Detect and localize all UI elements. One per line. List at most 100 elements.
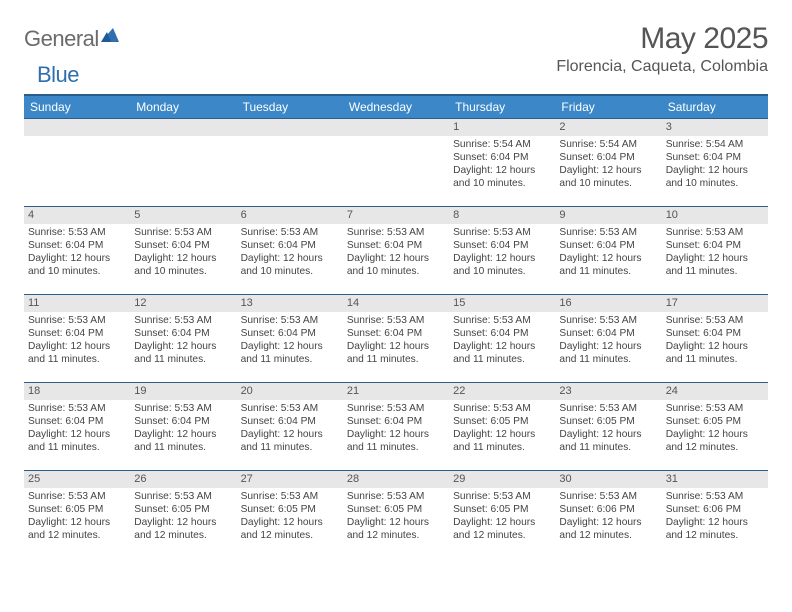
calendar-cell: 8 Sunrise: 5:53 AMSunset: 6:04 PMDaylight… [449, 207, 555, 295]
sunset-text: Sunset: 6:04 PM [666, 327, 764, 340]
day-number [130, 119, 236, 136]
daylight-text: Daylight: 12 hours and 11 minutes. [559, 428, 657, 454]
daylight-text: Daylight: 12 hours and 11 minutes. [666, 340, 764, 366]
sunrise-text: Sunrise: 5:53 AM [134, 226, 232, 239]
sunset-text: Sunset: 6:05 PM [347, 503, 445, 516]
day-details: Sunrise: 5:53 AMSunset: 6:04 PMDaylight:… [130, 400, 236, 458]
logo: General [24, 22, 119, 52]
day-number: 21 [343, 383, 449, 400]
daylight-text: Daylight: 12 hours and 12 minutes. [241, 516, 339, 542]
calendar-cell: 18Sunrise: 5:53 AMSunset: 6:04 PMDayligh… [24, 383, 130, 471]
sunrise-text: Sunrise: 5:53 AM [453, 490, 551, 503]
day-details: Sunrise: 5:53 AMSunset: 6:04 PMDaylight:… [24, 400, 130, 458]
calendar-cell: 21Sunrise: 5:53 AMSunset: 6:04 PMDayligh… [343, 383, 449, 471]
sunset-text: Sunset: 6:04 PM [347, 327, 445, 340]
day-details: Sunrise: 5:54 AMSunset: 6:04 PMDaylight:… [555, 136, 661, 194]
sunrise-text: Sunrise: 5:53 AM [666, 490, 764, 503]
daylight-text: Daylight: 12 hours and 11 minutes. [28, 428, 126, 454]
weekday-header: Tuesday [237, 95, 343, 119]
sunrise-text: Sunrise: 5:53 AM [453, 314, 551, 327]
day-details: Sunrise: 5:53 AMSunset: 6:04 PMDaylight:… [343, 312, 449, 370]
day-details: Sunrise: 5:53 AMSunset: 6:04 PMDaylight:… [555, 312, 661, 370]
day-number: 11 [24, 295, 130, 312]
daylight-text: Daylight: 12 hours and 10 minutes. [241, 252, 339, 278]
daylight-text: Daylight: 12 hours and 11 minutes. [134, 428, 232, 454]
logo-triangle-icon [101, 26, 119, 47]
day-number: 8 [449, 207, 555, 224]
sunrise-text: Sunrise: 5:53 AM [241, 226, 339, 239]
sunset-text: Sunset: 6:04 PM [28, 239, 126, 252]
day-details: Sunrise: 5:53 AMSunset: 6:04 PMDaylight:… [24, 224, 130, 282]
daylight-text: Daylight: 12 hours and 10 minutes. [453, 164, 551, 190]
title-block: May 2025 Florencia, Caqueta, Colombia [556, 22, 768, 76]
sunrise-text: Sunrise: 5:53 AM [134, 490, 232, 503]
sunset-text: Sunset: 6:04 PM [347, 415, 445, 428]
day-number: 20 [237, 383, 343, 400]
sunrise-text: Sunrise: 5:53 AM [453, 226, 551, 239]
calendar-cell: 14Sunrise: 5:53 AMSunset: 6:04 PMDayligh… [343, 295, 449, 383]
day-number: 15 [449, 295, 555, 312]
day-number: 13 [237, 295, 343, 312]
daylight-text: Daylight: 12 hours and 12 minutes. [134, 516, 232, 542]
sunset-text: Sunset: 6:05 PM [559, 415, 657, 428]
daylight-text: Daylight: 12 hours and 10 minutes. [453, 252, 551, 278]
day-details: Sunrise: 5:53 AMSunset: 6:05 PMDaylight:… [449, 488, 555, 546]
sunset-text: Sunset: 6:05 PM [666, 415, 764, 428]
sunset-text: Sunset: 6:05 PM [453, 503, 551, 516]
day-details: Sunrise: 5:53 AMSunset: 6:05 PMDaylight:… [449, 400, 555, 458]
calendar-week-row: 25Sunrise: 5:53 AMSunset: 6:05 PMDayligh… [24, 471, 768, 559]
day-details: Sunrise: 5:53 AMSunset: 6:05 PMDaylight:… [662, 400, 768, 458]
day-number: 25 [24, 471, 130, 488]
sunrise-text: Sunrise: 5:53 AM [241, 402, 339, 415]
weekday-header: Wednesday [343, 95, 449, 119]
weekday-header: Thursday [449, 95, 555, 119]
day-number: 26 [130, 471, 236, 488]
day-number: 27 [237, 471, 343, 488]
day-number: 16 [555, 295, 661, 312]
day-number: 7 [343, 207, 449, 224]
day-number: 14 [343, 295, 449, 312]
daylight-text: Daylight: 12 hours and 11 minutes. [666, 252, 764, 278]
calendar-cell [343, 119, 449, 207]
calendar-cell: 23Sunrise: 5:53 AMSunset: 6:05 PMDayligh… [555, 383, 661, 471]
sunrise-text: Sunrise: 5:53 AM [347, 226, 445, 239]
daylight-text: Daylight: 12 hours and 11 minutes. [241, 340, 339, 366]
sunset-text: Sunset: 6:04 PM [134, 415, 232, 428]
calendar-cell: 5Sunrise: 5:53 AMSunset: 6:04 PMDaylight… [130, 207, 236, 295]
sunset-text: Sunset: 6:05 PM [134, 503, 232, 516]
calendar-cell: 19Sunrise: 5:53 AMSunset: 6:04 PMDayligh… [130, 383, 236, 471]
daylight-text: Daylight: 12 hours and 10 minutes. [559, 164, 657, 190]
day-number: 1 [449, 119, 555, 136]
sunset-text: Sunset: 6:05 PM [28, 503, 126, 516]
day-number: 22 [449, 383, 555, 400]
daylight-text: Daylight: 12 hours and 10 minutes. [134, 252, 232, 278]
day-number: 30 [555, 471, 661, 488]
day-number: 3 [662, 119, 768, 136]
daylight-text: Daylight: 12 hours and 11 minutes. [134, 340, 232, 366]
daylight-text: Daylight: 12 hours and 11 minutes. [241, 428, 339, 454]
calendar-body: 1Sunrise: 5:54 AMSunset: 6:04 PMDaylight… [24, 119, 768, 559]
calendar-cell: 20Sunrise: 5:53 AMSunset: 6:04 PMDayligh… [237, 383, 343, 471]
daylight-text: Daylight: 12 hours and 11 minutes. [453, 428, 551, 454]
daylight-text: Daylight: 12 hours and 12 minutes. [559, 516, 657, 542]
daylight-text: Daylight: 12 hours and 11 minutes. [453, 340, 551, 366]
day-details: Sunrise: 5:53 AMSunset: 6:04 PMDaylight:… [237, 312, 343, 370]
sunset-text: Sunset: 6:04 PM [453, 239, 551, 252]
day-details: Sunrise: 5:53 AMSunset: 6:04 PMDaylight:… [130, 224, 236, 282]
calendar-cell: 17Sunrise: 5:53 AMSunset: 6:04 PMDayligh… [662, 295, 768, 383]
day-number: 4 [24, 207, 130, 224]
calendar-cell: 6Sunrise: 5:53 AMSunset: 6:04 PMDaylight… [237, 207, 343, 295]
daylight-text: Daylight: 12 hours and 10 minutes. [28, 252, 126, 278]
daylight-text: Daylight: 12 hours and 12 minutes. [453, 516, 551, 542]
sunrise-text: Sunrise: 5:53 AM [453, 402, 551, 415]
day-details: Sunrise: 5:53 AMSunset: 6:05 PMDaylight:… [24, 488, 130, 546]
day-number: 9 [555, 207, 661, 224]
calendar-cell: 16Sunrise: 5:53 AMSunset: 6:04 PMDayligh… [555, 295, 661, 383]
day-details: Sunrise: 5:53 AMSunset: 6:04 PMDaylight:… [24, 312, 130, 370]
calendar-cell: 29Sunrise: 5:53 AMSunset: 6:05 PMDayligh… [449, 471, 555, 559]
day-number: 23 [555, 383, 661, 400]
calendar-table: Sunday Monday Tuesday Wednesday Thursday… [24, 94, 768, 559]
calendar-header-row: Sunday Monday Tuesday Wednesday Thursday… [24, 95, 768, 119]
calendar-cell: 9Sunrise: 5:53 AMSunset: 6:04 PMDaylight… [555, 207, 661, 295]
calendar-cell: 30Sunrise: 5:53 AMSunset: 6:06 PMDayligh… [555, 471, 661, 559]
